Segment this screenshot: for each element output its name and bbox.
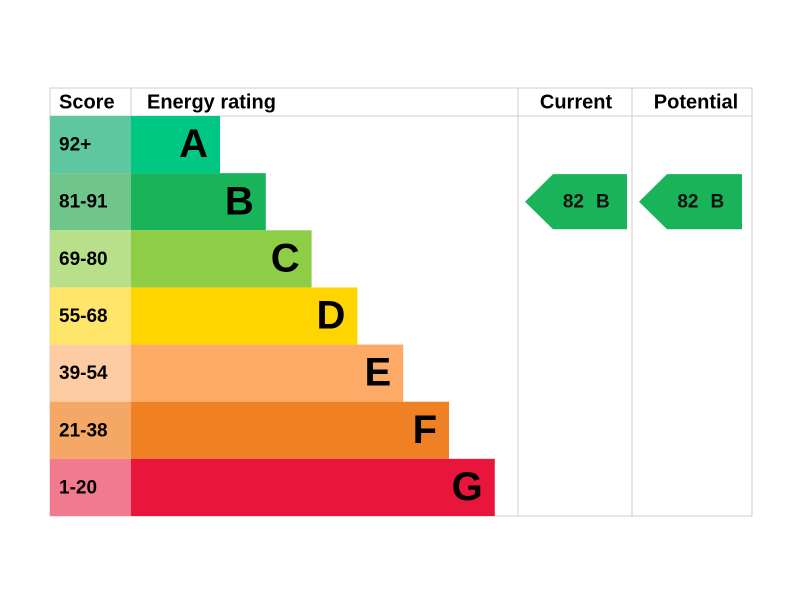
- header-energy-rating: Energy rating: [147, 91, 276, 113]
- score-cell: [50, 401, 131, 459]
- score-label: 1-20: [59, 477, 97, 498]
- current-arrow: [525, 174, 627, 230]
- rating-letter: A: [179, 122, 208, 166]
- current-rating: B: [596, 192, 610, 213]
- rating-letter: B: [225, 179, 254, 223]
- potential-score: 82: [677, 192, 698, 213]
- rating-letter: D: [317, 294, 346, 338]
- score-cell: [50, 287, 131, 345]
- rating-bar: [131, 287, 358, 345]
- score-label: 39-54: [59, 363, 108, 384]
- rating-bar: [131, 230, 312, 288]
- score-cell: [50, 173, 131, 231]
- score-cell: [50, 458, 131, 516]
- score-cell: [50, 230, 131, 288]
- rating-letter: F: [413, 408, 437, 452]
- rating-bar: [131, 116, 220, 174]
- rating-letter: G: [452, 465, 483, 509]
- header-current: Current: [540, 91, 613, 113]
- rating-letter: C: [271, 236, 300, 280]
- score-label: 92+: [59, 135, 91, 156]
- score-label: 55-68: [59, 306, 108, 327]
- rating-bar: [131, 401, 449, 459]
- score-label: 21-38: [59, 420, 108, 441]
- score-label: 69-80: [59, 249, 108, 270]
- score-cell: [50, 344, 131, 402]
- potential-rating: B: [711, 192, 725, 213]
- rating-bar: [131, 458, 495, 516]
- header-potential: Potential: [654, 91, 738, 113]
- potential-arrow: [639, 174, 742, 230]
- score-label: 81-91: [59, 192, 108, 213]
- rating-bar: [131, 173, 266, 231]
- score-cell: [50, 116, 131, 174]
- header-score: Score: [59, 91, 115, 113]
- rating-bar: [131, 344, 404, 402]
- current-score: 82: [563, 192, 584, 213]
- rating-letter: E: [365, 351, 392, 395]
